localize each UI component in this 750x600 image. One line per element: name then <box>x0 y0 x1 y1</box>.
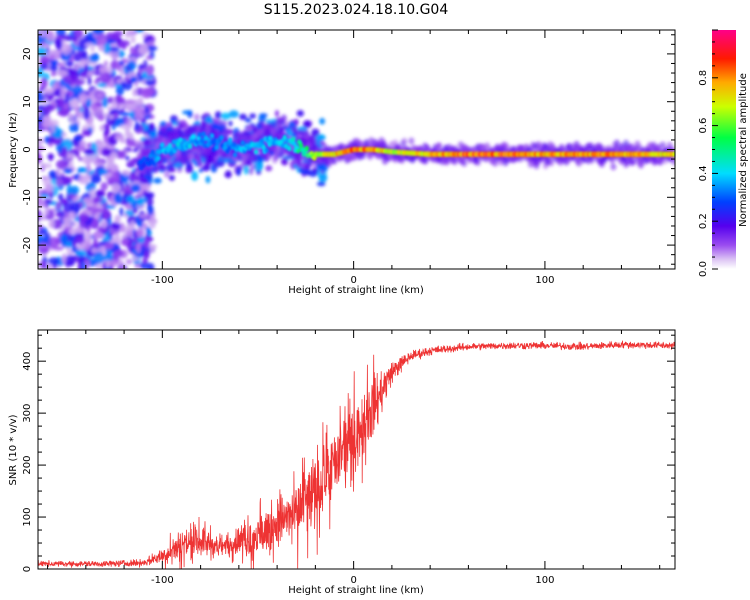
snr-frame <box>37 329 676 570</box>
snr-ytick-label: 0 <box>22 566 33 572</box>
spectrogram-xtick-label: 100 <box>535 275 554 286</box>
snr-panel: -100 0 100 0 100 200 300 400 Height of straight… <box>8 329 676 596</box>
spectrogram-heatmap <box>38 30 675 269</box>
snr-ytick-label: 100 <box>22 507 33 526</box>
colorbar-label: Normalized spectral amplitude <box>738 73 749 227</box>
snr-ylabel: SNR (10 * v/v) <box>8 414 19 485</box>
colorbar-tick-label: 0.0 <box>698 261 709 277</box>
colorbar: 0.0 0.2 0.4 0.6 0.8 Normalized spectral ampl… <box>698 29 749 277</box>
colorbar-tick-label: 0.4 <box>698 165 709 181</box>
colorbar-tick-label: 0.2 <box>698 213 709 229</box>
snr-xtick-label: -100 <box>151 575 174 586</box>
colorbar-gradient <box>712 30 736 269</box>
spectrogram-ytick-label: 20 <box>22 48 33 61</box>
figure-title: S115.2023.024.18.10.G04 <box>264 2 449 18</box>
spectrogram-ylabel: Frequency (Hz) <box>8 112 19 188</box>
snr-series-line <box>38 340 675 569</box>
colorbar-tick-label: 0.6 <box>698 118 709 134</box>
snr-ticks: -100 0 100 0 100 200 300 400 <box>22 330 675 586</box>
snr-xlabel: Height of straight line (km) <box>288 585 424 596</box>
spectrogram-ytick-label: -20 <box>22 237 33 253</box>
snr-xtick-label: 0 <box>350 575 356 586</box>
snr-xtick-label: 100 <box>535 575 554 586</box>
colorbar-ticks: 0.0 0.2 0.4 0.6 0.8 <box>698 29 718 277</box>
spectrogram-xlabel: Height of straight line (km) <box>288 285 424 296</box>
spectrogram-xtick-label: -100 <box>151 275 174 286</box>
spectrogram-ytick-label: 0 <box>22 146 33 152</box>
snr-ytick-label: 300 <box>22 404 33 423</box>
snr-ytick-label: 400 <box>22 352 33 371</box>
spectrogram-ytick-label: -10 <box>22 189 33 205</box>
snr-ytick-label: 200 <box>22 456 33 475</box>
spectrogram-ytick-label: 10 <box>22 95 33 108</box>
spectrogram-xtick-label: 0 <box>350 275 356 286</box>
colorbar-tick-label: 0.8 <box>698 70 709 86</box>
